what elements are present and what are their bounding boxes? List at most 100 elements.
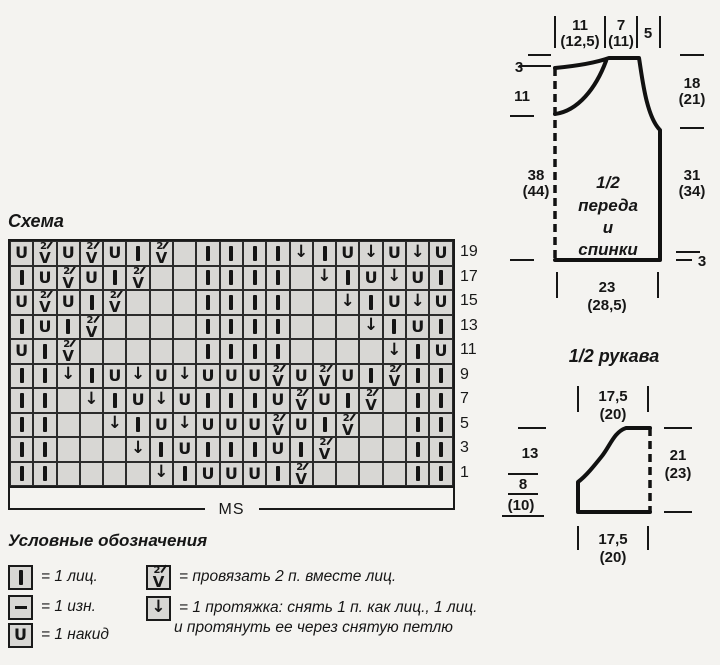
yarnover-symbol: U — [108, 365, 122, 385]
piece-title: переда — [578, 196, 638, 215]
legend-item-label: = 1 лиц. — [41, 568, 98, 585]
knit-symbol — [19, 417, 24, 433]
chart-cell — [336, 314, 360, 339]
chart-cell — [56, 388, 80, 413]
bottom-width-alt-label: (28,5) — [587, 297, 626, 314]
chart-cell: U — [312, 388, 337, 413]
chart-cell — [406, 412, 430, 437]
chart-cell — [289, 437, 313, 462]
chart-cell: ↓ — [289, 241, 313, 266]
knit-symbol — [275, 319, 280, 335]
knit-symbol — [415, 368, 420, 384]
chart-cell: U — [429, 339, 453, 364]
legend-item-label: = 1 изн. — [41, 598, 96, 615]
knit-symbol — [438, 417, 443, 433]
sleeve-top-width-label: 17,5 — [598, 388, 627, 405]
chart-cell — [312, 290, 337, 315]
chart-cell — [359, 412, 383, 437]
knit-symbol — [275, 294, 280, 310]
chart-cell — [429, 412, 453, 437]
yarnover-symbol: U — [154, 365, 168, 385]
chart-cell — [33, 412, 57, 437]
chart-cell — [103, 437, 127, 462]
chart-cell — [196, 314, 220, 339]
chart-cell — [266, 290, 290, 315]
bottom-width-label: 23 — [599, 279, 616, 296]
chart-cell: ↓ — [359, 241, 383, 266]
knit-symbol — [19, 319, 24, 335]
chart-cell — [196, 290, 220, 315]
chart-cell: U — [56, 290, 80, 315]
chart-cell — [79, 437, 104, 462]
slip-decrease-symbol: ↓ — [177, 364, 192, 385]
knit-symbol — [415, 466, 420, 482]
knit-symbol — [252, 343, 257, 359]
yarnover-symbol: U — [294, 365, 308, 385]
chart-cell — [336, 388, 360, 413]
chart-cell — [289, 314, 313, 339]
chart-cell: U — [289, 412, 313, 437]
chart-cell — [196, 437, 220, 462]
yarnover-symbol: U — [201, 365, 215, 385]
chart-cell: U — [336, 241, 360, 266]
slip-decrease-symbol: ↓ — [154, 462, 169, 483]
chart-cell — [126, 241, 150, 266]
chart-cell: ↓ — [149, 388, 174, 413]
sleeve-side-height-alt-label: (23) — [665, 465, 692, 482]
sleeve-bottom-width-label: 17,5 — [598, 531, 627, 548]
knit-symbol — [438, 466, 443, 482]
chart-cell — [359, 339, 383, 364]
knit-symbol — [322, 417, 327, 433]
chart-row-number: 9 — [460, 365, 469, 383]
chart-cell: U — [10, 339, 34, 364]
chart-cell — [79, 412, 104, 437]
yarnover-symbol: U — [38, 267, 52, 287]
sleeve-lower-height-label: 8 — [519, 476, 527, 493]
purl-symbol — [14, 605, 27, 609]
knit-symbol — [369, 368, 374, 384]
chart-cell — [242, 290, 267, 315]
chart-row-number: 15 — [460, 292, 478, 310]
shoulder-width-label: 7 — [617, 17, 625, 34]
chart-cell: U — [219, 412, 243, 437]
chart-cell — [429, 265, 453, 290]
chart-cell — [79, 461, 104, 486]
chart-cell — [429, 363, 453, 388]
yarnover-symbol: U — [38, 316, 52, 336]
chart-cell — [56, 314, 80, 339]
knit-symbol — [322, 245, 327, 261]
chart-cell — [312, 241, 337, 266]
knit-symbol — [136, 245, 141, 261]
yarnover-symbol: U — [434, 292, 448, 312]
chart-cell — [126, 290, 150, 315]
yarnover-symbol: U — [224, 414, 238, 434]
chart-cell — [219, 437, 243, 462]
chart-cell — [33, 388, 57, 413]
chart-cell — [10, 363, 34, 388]
chart-cell — [173, 290, 197, 315]
chart-cell — [429, 388, 453, 413]
slip-decrease-symbol: ↓ — [294, 241, 309, 262]
legend-item-label-continuation: и протянуть ее через снятую петлю — [174, 619, 453, 636]
yarnover-symbol: U — [248, 365, 262, 385]
knit-symbol — [299, 441, 304, 457]
slip-decrease-symbol-box: ↓ — [146, 595, 171, 621]
chart-cell — [359, 290, 383, 315]
knit-symbol — [415, 343, 420, 359]
yarnover-symbol: U — [434, 243, 448, 263]
chart-cell — [289, 265, 313, 290]
chart-cell — [219, 388, 243, 413]
yarnover-symbol: U — [224, 365, 238, 385]
chart-cell — [242, 314, 267, 339]
chart-cell — [429, 314, 453, 339]
